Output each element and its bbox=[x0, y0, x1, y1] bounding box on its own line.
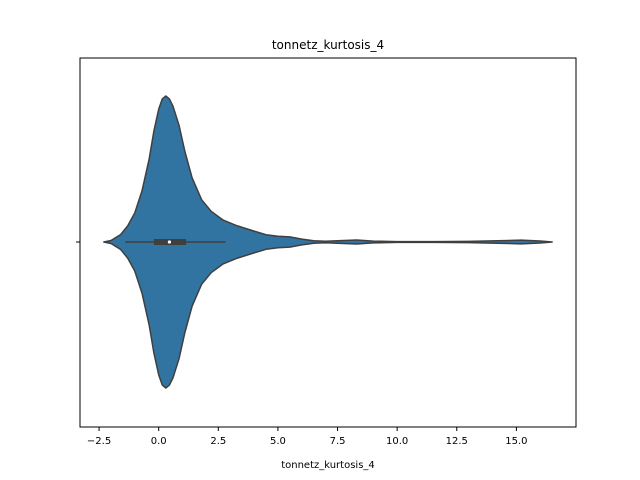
x-tick-label: 10.0 bbox=[386, 436, 408, 447]
x-tick-label: −2.5 bbox=[87, 436, 111, 447]
x-tick-label: 15.0 bbox=[505, 436, 527, 447]
x-tick-label: 5.0 bbox=[270, 436, 286, 447]
x-tick-label: 0.0 bbox=[151, 436, 167, 447]
chart-title: tonnetz_kurtosis_4 bbox=[272, 38, 384, 52]
x-axis-label: tonnetz_kurtosis_4 bbox=[281, 460, 375, 471]
x-tick-label: 2.5 bbox=[210, 436, 226, 447]
violin-body bbox=[103, 95, 553, 389]
x-tick-label: 7.5 bbox=[330, 436, 346, 447]
plot-area bbox=[103, 95, 553, 389]
median-point bbox=[167, 240, 172, 244]
x-tick-label: 12.5 bbox=[446, 436, 468, 447]
x-axis: −2.5 0.0 2.5 5.0 7.5 10.0 12.5 15.0 bbox=[87, 427, 528, 447]
